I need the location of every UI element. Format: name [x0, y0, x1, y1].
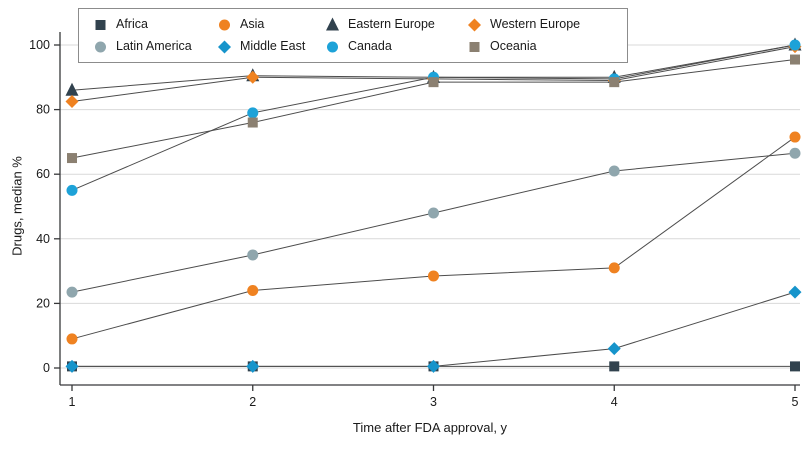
- data-point-middle-east: [65, 359, 79, 373]
- data-point-asia: [247, 284, 259, 296]
- eastern-europe-marker-icon: [326, 17, 339, 31]
- data-point-oceania: [609, 77, 620, 88]
- data-point-africa: [609, 361, 620, 372]
- y-tick-label: 60: [36, 167, 50, 181]
- data-point-asia: [66, 333, 78, 345]
- data-point-asia: [789, 131, 801, 143]
- y-tick-label: 20: [36, 296, 50, 310]
- y-tick-label: 80: [36, 103, 50, 117]
- legend-label: Middle East: [240, 39, 306, 53]
- x-tick-label: 1: [69, 395, 76, 409]
- legend-label: Africa: [116, 17, 148, 31]
- western-europe-marker-icon: [468, 18, 481, 32]
- y-tick-label: 100: [29, 38, 50, 52]
- data-point-middle-east: [788, 285, 802, 299]
- legend-item-latin-america: Latin America: [93, 39, 217, 54]
- data-point-middle-east: [427, 359, 440, 373]
- asia-marker-icon: [219, 19, 230, 31]
- legend: Africa Asia Eastern Europe Western Europe La…: [78, 8, 628, 63]
- data-point-oceania: [428, 77, 439, 88]
- legend-item-canada: Canada: [325, 39, 467, 54]
- data-point-middle-east: [246, 359, 260, 373]
- data-point-latin-america: [428, 207, 439, 219]
- data-point-oceania: [67, 153, 77, 164]
- legend-item-africa: Africa: [93, 17, 217, 32]
- y-axis-title: Drugs, median %: [9, 156, 25, 256]
- data-point-canada: [789, 39, 801, 51]
- legend-item-middle-east: Middle East: [217, 39, 325, 54]
- data-point-canada: [66, 184, 78, 196]
- legend-item-western-europe: Western Europe: [467, 17, 613, 32]
- data-point-latin-america: [789, 147, 801, 159]
- data-point-western-europe: [246, 70, 260, 84]
- x-tick-label: 2: [249, 395, 256, 409]
- series-line-asia: [71, 136, 796, 340]
- middle-east-marker-icon: [218, 40, 231, 54]
- data-point-eastern-europe: [65, 82, 79, 96]
- data-point-oceania: [247, 117, 258, 128]
- data-point-africa: [790, 361, 800, 372]
- data-point-asia: [608, 262, 620, 274]
- oceania-marker-icon: [469, 42, 480, 52]
- y-tick-label: 40: [36, 232, 50, 246]
- x-tick-label: 3: [430, 395, 437, 409]
- data-point-oceania: [790, 54, 800, 65]
- legend-label: Asia: [240, 17, 265, 31]
- legend-label: Latin America: [116, 39, 192, 53]
- x-tick-label: 5: [792, 395, 799, 409]
- africa-marker-icon: [95, 20, 106, 30]
- legend-item-eastern-europe: Eastern Europe: [325, 17, 467, 32]
- legend-item-oceania: Oceania: [467, 39, 613, 54]
- data-point-latin-america: [66, 286, 78, 298]
- data-point-latin-america: [247, 249, 259, 261]
- x-tick-label: 4: [611, 395, 618, 409]
- legend-label: Oceania: [490, 39, 537, 53]
- data-point-western-europe: [65, 95, 79, 109]
- data-point-latin-america: [608, 165, 620, 177]
- latin-america-marker-icon: [95, 41, 106, 53]
- data-point-canada: [247, 107, 259, 119]
- data-point-asia: [428, 270, 439, 282]
- x-axis-title: Time after FDA approval, y: [352, 420, 508, 435]
- canada-marker-icon: [327, 41, 338, 53]
- legend-label: Eastern Europe: [348, 17, 435, 31]
- data-point-middle-east: [607, 342, 621, 356]
- y-tick-label: 0: [43, 361, 50, 375]
- legend-label: Canada: [348, 39, 392, 53]
- legend-label: Western Europe: [490, 17, 581, 31]
- legend-item-asia: Asia: [217, 17, 325, 32]
